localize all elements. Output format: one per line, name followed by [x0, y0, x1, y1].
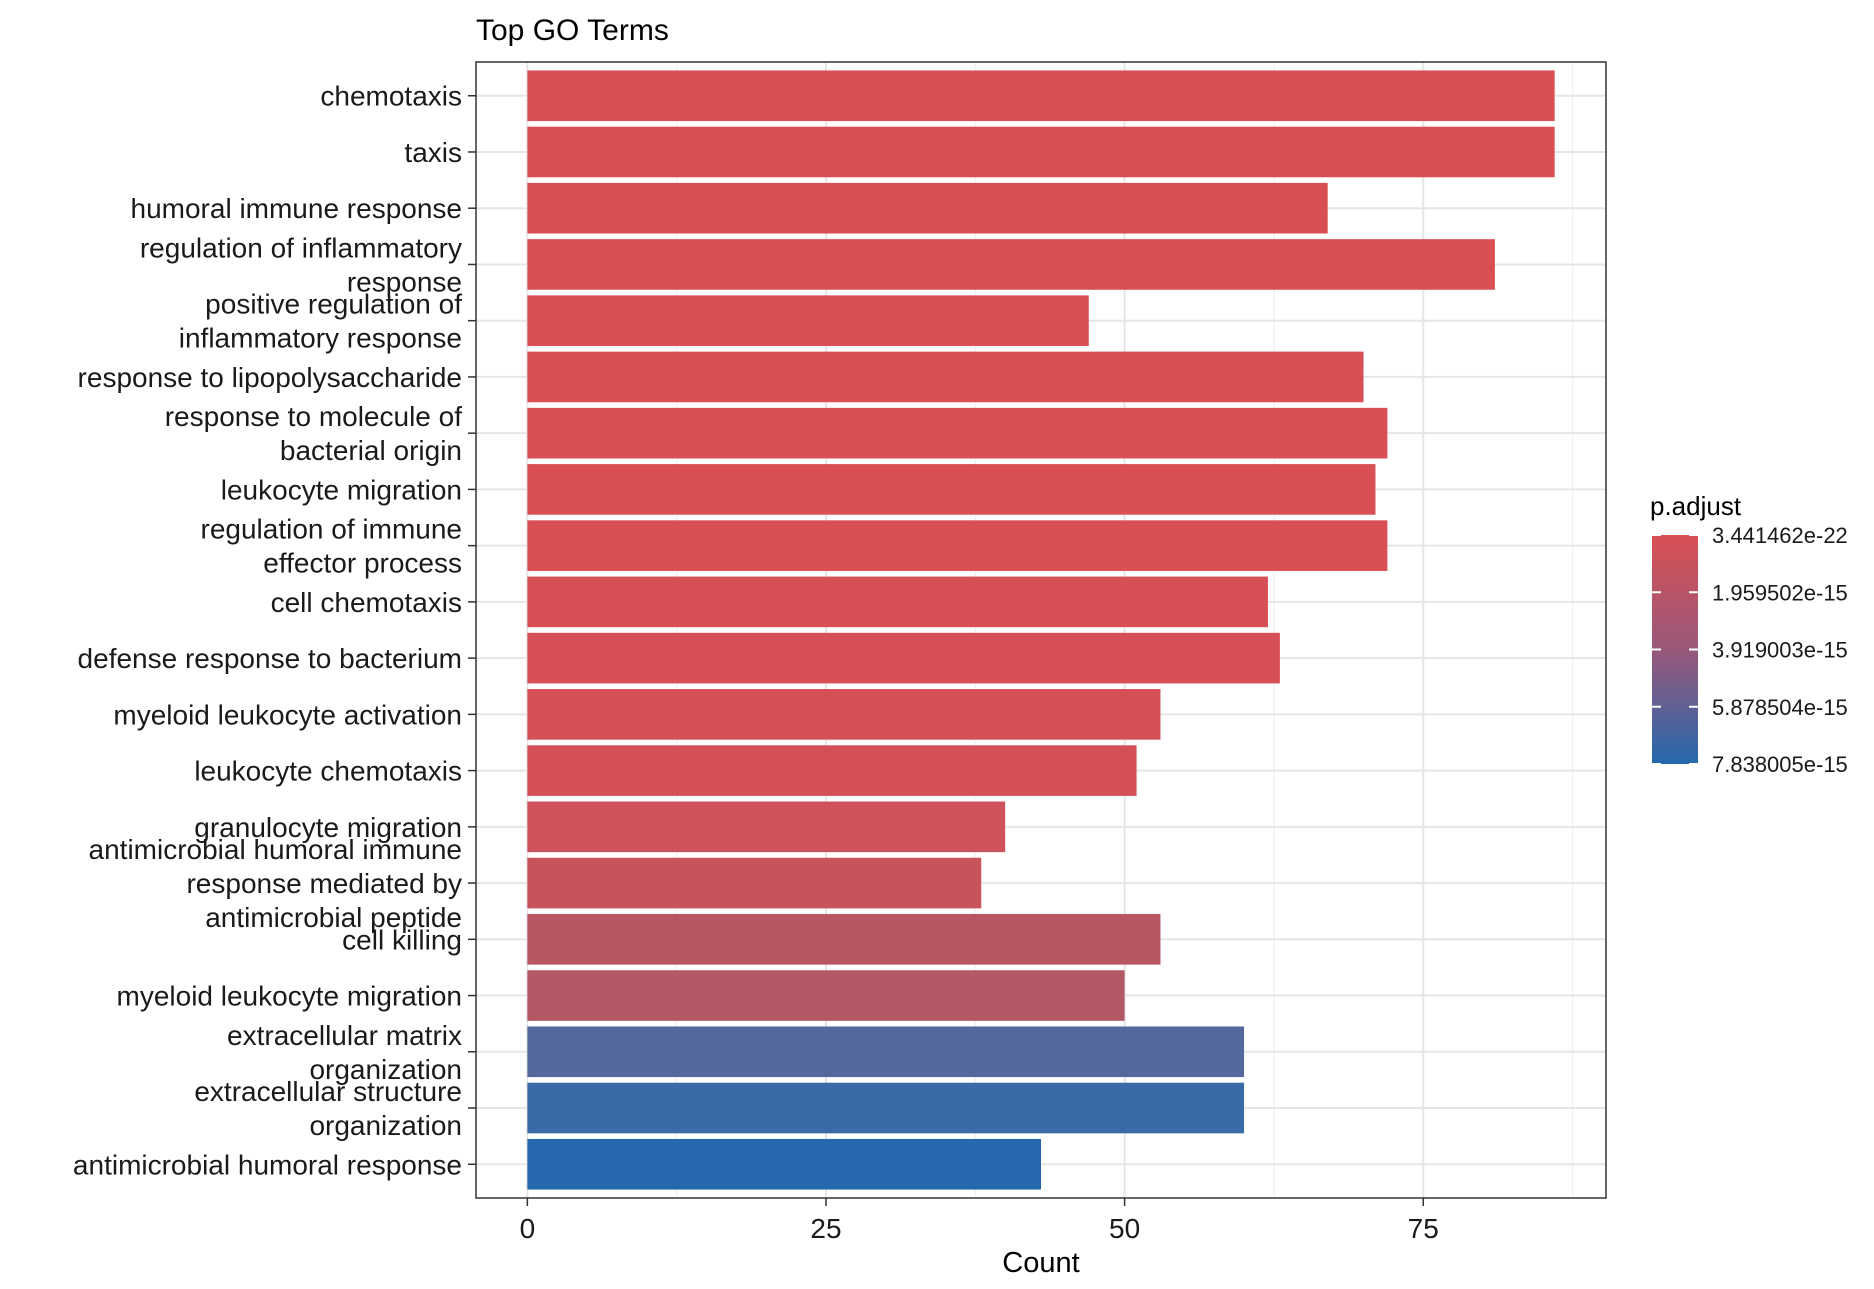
bar	[527, 520, 1388, 571]
legend: p.adjust 3.441462e-22 1.959502e-15 3.91900…	[1650, 491, 1848, 777]
bar	[527, 295, 1089, 346]
y-tick-label: cell chemotaxis	[271, 587, 462, 618]
x-axis-title: Count	[1002, 1247, 1079, 1279]
y-tick-label: myeloid leukocyte migration	[117, 981, 463, 1012]
y-tick-label: extracellular structure organization	[194, 1076, 462, 1141]
bar	[527, 857, 982, 909]
bar	[527, 801, 1006, 853]
bar	[527, 745, 1137, 796]
y-tick-label: cell killing	[342, 924, 462, 955]
y-tick-label: leukocyte migration	[221, 474, 462, 505]
bar	[527, 239, 1495, 290]
y-tick-label: chemotaxis	[320, 81, 462, 112]
x-tick-label: 25	[810, 1213, 841, 1244]
y-tick-label: leukocyte chemotaxis	[194, 756, 462, 787]
bar	[527, 970, 1125, 1021]
y-tick-label: regulation of immune effector process	[201, 514, 462, 579]
bar	[527, 914, 1161, 965]
bar	[527, 70, 1555, 122]
y-tick-label: response to lipopolysaccharide	[78, 362, 462, 393]
plot-border	[475, 61, 1607, 1199]
y-tick-label: response to molecule of bacterial origin	[165, 401, 463, 466]
bar	[527, 576, 1268, 628]
bar	[527, 1026, 1245, 1078]
x-axis: 0 25 50 75	[520, 1198, 1439, 1244]
y-tick-label: regulation of inflammatory response	[140, 232, 462, 297]
y-tick-label: myeloid leukocyte activation	[113, 699, 462, 730]
y-tick-label: taxis	[404, 137, 462, 168]
y-tick-label: humoral immune response	[131, 193, 463, 224]
bar-layer	[527, 70, 1555, 1190]
bar	[527, 126, 1555, 178]
chart-title: Top GO Terms	[476, 14, 669, 47]
y-tick-label: positive regulation of inflammatory respo…	[179, 289, 462, 354]
y-tick-label: defense response to bacterium	[78, 643, 462, 674]
x-tick-label: 50	[1109, 1213, 1140, 1244]
legend-label: 5.878504e-15	[1712, 695, 1848, 720]
bar	[527, 407, 1388, 459]
x-tick-label: 0	[520, 1213, 536, 1244]
x-tick-label: 75	[1408, 1213, 1439, 1244]
y-tick-label: granulocyte migration	[194, 812, 462, 843]
bar	[527, 689, 1161, 740]
bar	[527, 182, 1328, 234]
y-tick-label: antimicrobial humoral response	[73, 1149, 462, 1180]
y-tick-label: antimicrobial humoral immune response med…	[89, 834, 462, 933]
y-axis: chemotaxis taxis humoral immune response re…	[73, 81, 476, 1180]
legend-label: 7.838005e-15	[1712, 752, 1848, 777]
legend-label: 1.959502e-15	[1712, 580, 1848, 605]
y-tick-label: extracellular matrix organization	[227, 1020, 462, 1085]
bar	[527, 1138, 1041, 1190]
bar	[527, 632, 1280, 684]
bar	[527, 1082, 1245, 1134]
legend-label: 3.441462e-22	[1712, 523, 1848, 548]
bar	[527, 351, 1364, 403]
legend-label: 3.919003e-15	[1712, 638, 1848, 663]
legend-title: p.adjust	[1650, 491, 1742, 521]
bar	[527, 464, 1376, 515]
